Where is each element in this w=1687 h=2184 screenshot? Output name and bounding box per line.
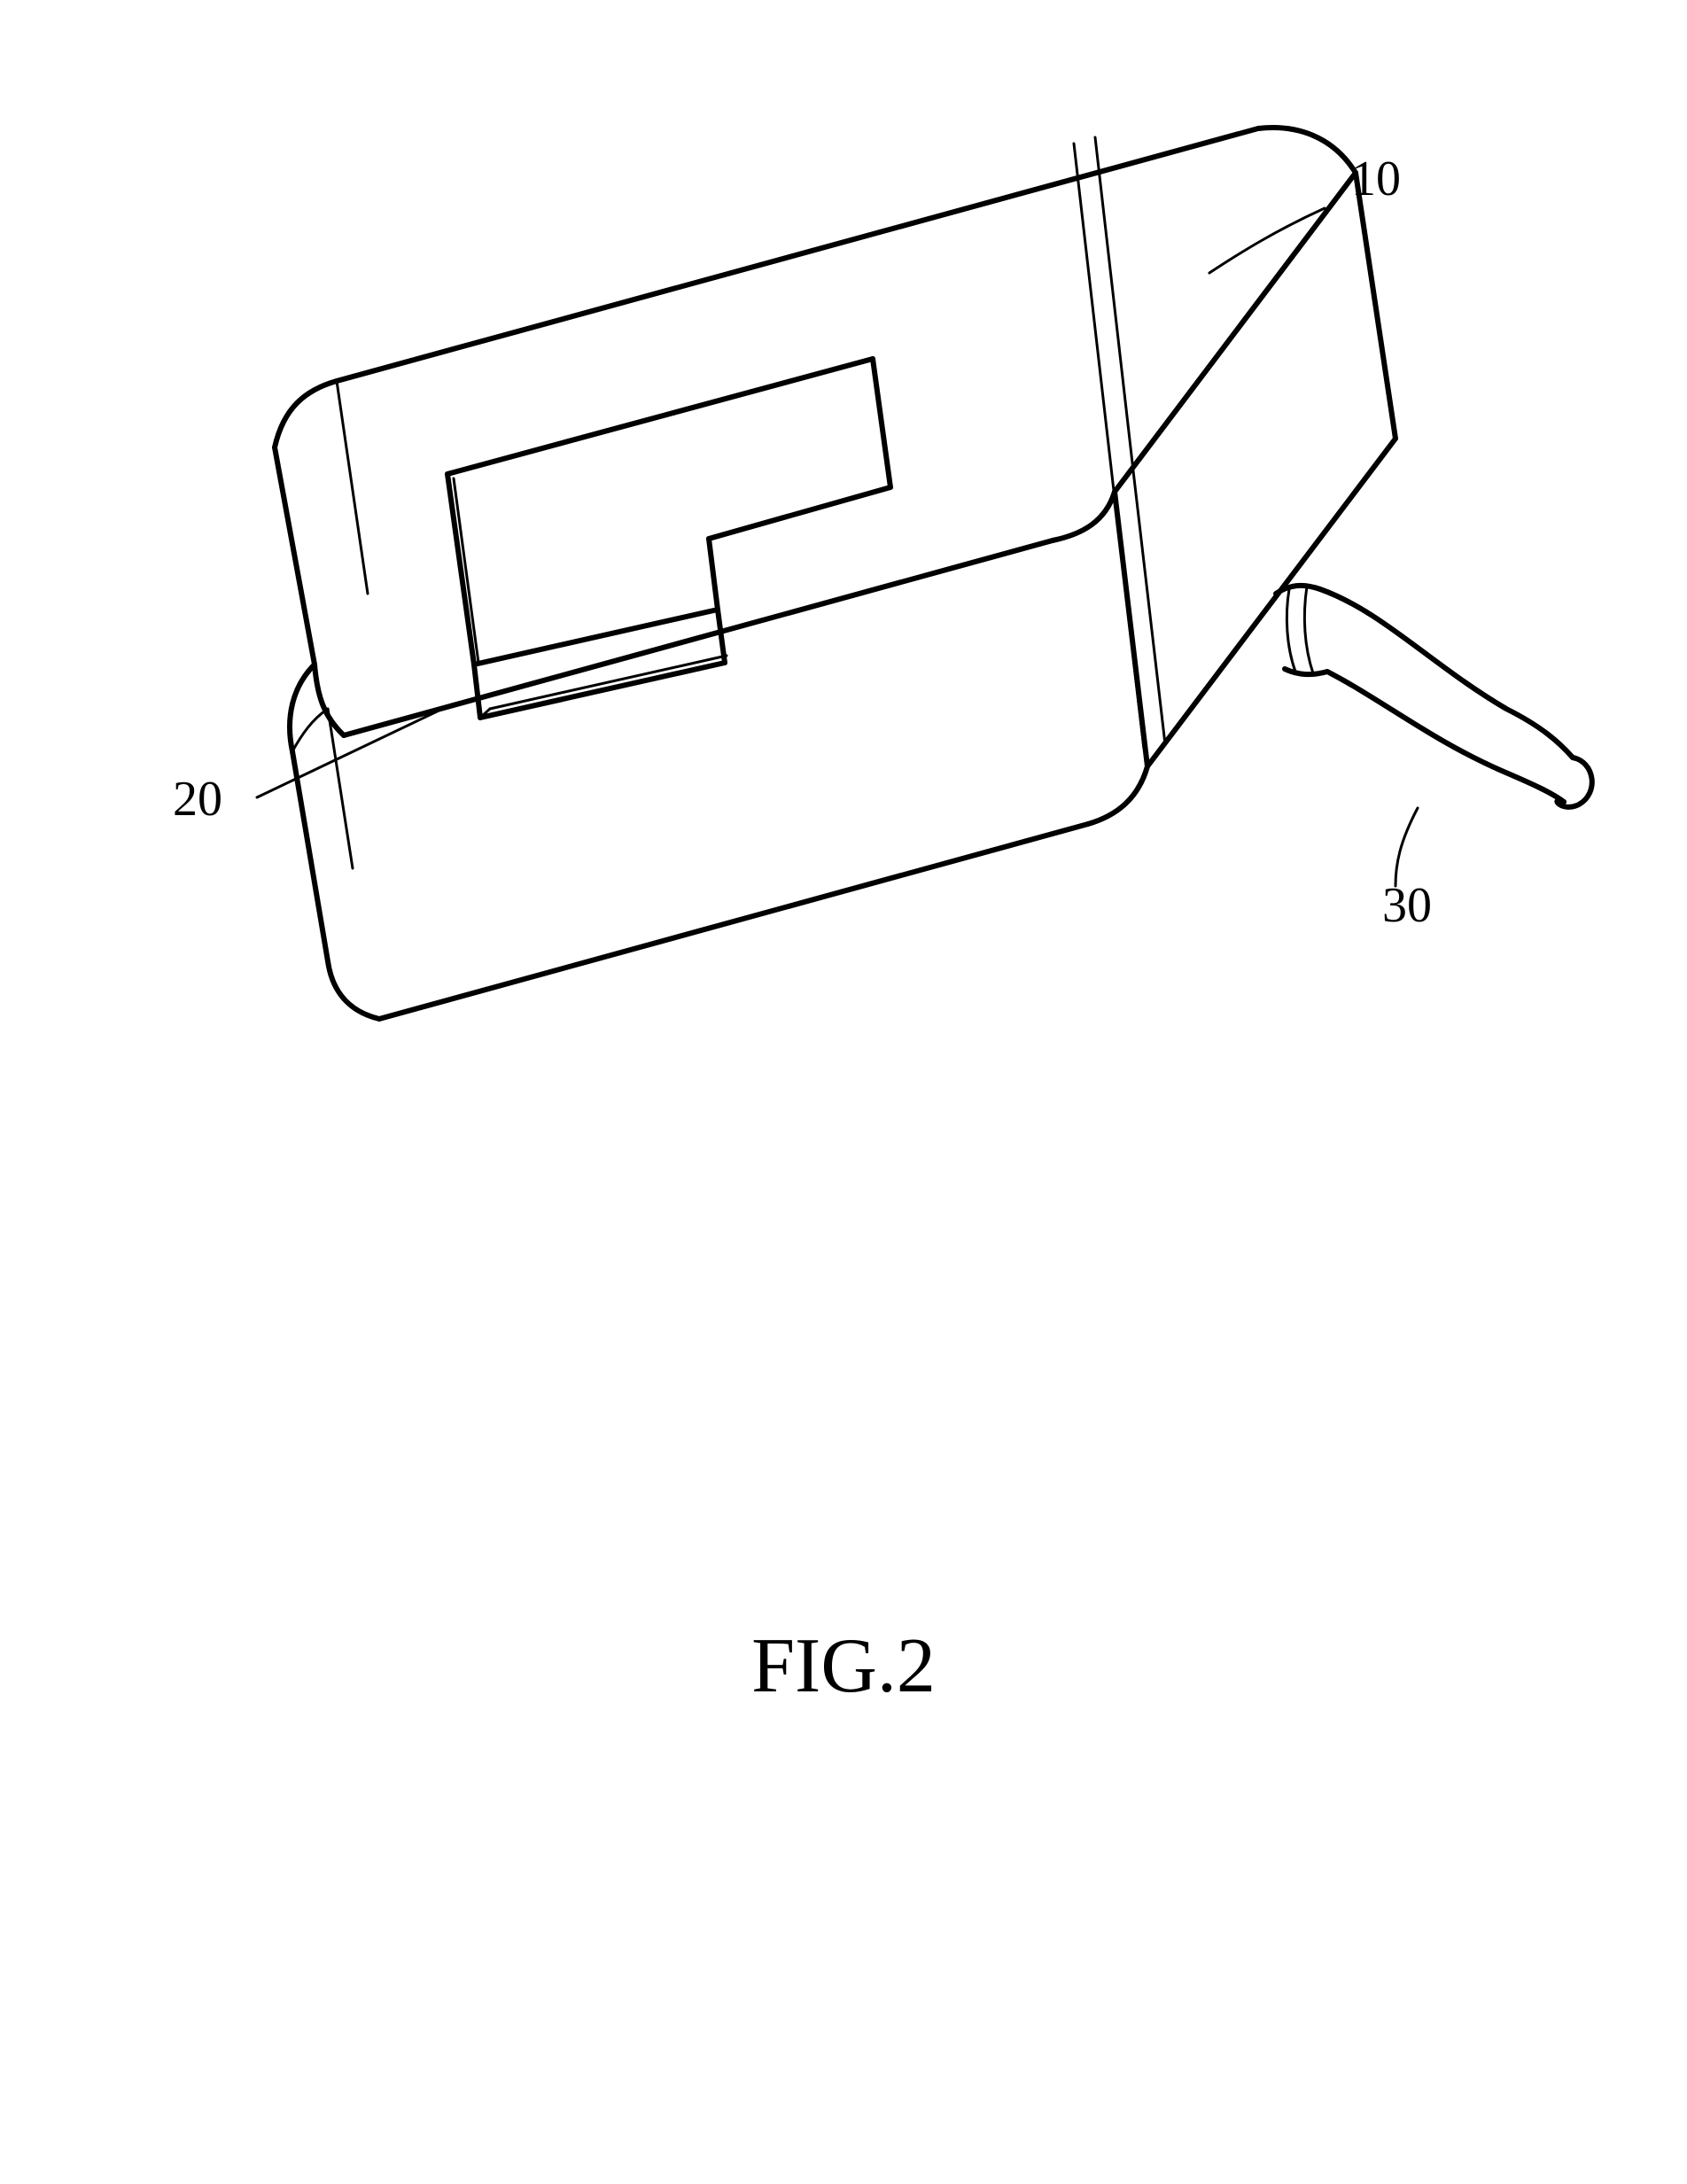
recess-step-h xyxy=(709,487,890,539)
top-right-edge xyxy=(1115,173,1356,492)
right-top-edge xyxy=(1356,173,1395,439)
front-left-corner-arc xyxy=(290,665,315,751)
top-left-edge xyxy=(275,447,315,665)
left-bottom-thin xyxy=(292,709,328,751)
front-bottom-edge xyxy=(379,824,1088,1019)
cable-root-ring2 xyxy=(1304,587,1313,673)
front-bottom-right-round xyxy=(1088,766,1147,824)
front-bottom-left-round xyxy=(328,961,379,1019)
cable-end-ellipse xyxy=(1557,758,1591,807)
right-seam-outer xyxy=(1095,137,1134,478)
body-right-front-round xyxy=(1053,492,1115,540)
front-left-vertical xyxy=(292,751,328,961)
recess-left-inner xyxy=(454,478,478,663)
left-top-thin xyxy=(337,381,368,594)
top-left-round xyxy=(275,381,337,447)
recess-front-drop-r xyxy=(718,610,725,663)
figure-caption: FIG.2 xyxy=(0,1621,1687,1711)
top-right-round xyxy=(1258,128,1356,173)
callouts: 10 20 30 xyxy=(173,152,1432,933)
cable-lower xyxy=(1327,672,1564,802)
cable-exit-bot xyxy=(1285,669,1327,674)
leader-20 xyxy=(257,704,452,797)
recess-front-top xyxy=(474,610,718,665)
cable-upper xyxy=(1320,589,1573,758)
recess-left-v xyxy=(447,474,474,665)
right-bottom-edge xyxy=(1147,439,1395,766)
recess-top xyxy=(447,359,873,474)
figure-drawing: 10 20 30 xyxy=(0,0,1687,2184)
cable-root-ring1 xyxy=(1287,589,1295,672)
callout-label-30: 30 xyxy=(1382,878,1432,933)
recess-right-v1 xyxy=(873,359,890,487)
callout-label-20: 20 xyxy=(173,772,222,827)
recess-step-v xyxy=(709,539,718,610)
callout-label-10: 10 xyxy=(1351,152,1401,206)
leader-30 xyxy=(1395,808,1418,886)
recess-front-drop-l xyxy=(474,665,480,718)
figure-page: 10 20 30 FIG.2 xyxy=(0,0,1687,2184)
right-seam-inner xyxy=(1074,144,1113,483)
